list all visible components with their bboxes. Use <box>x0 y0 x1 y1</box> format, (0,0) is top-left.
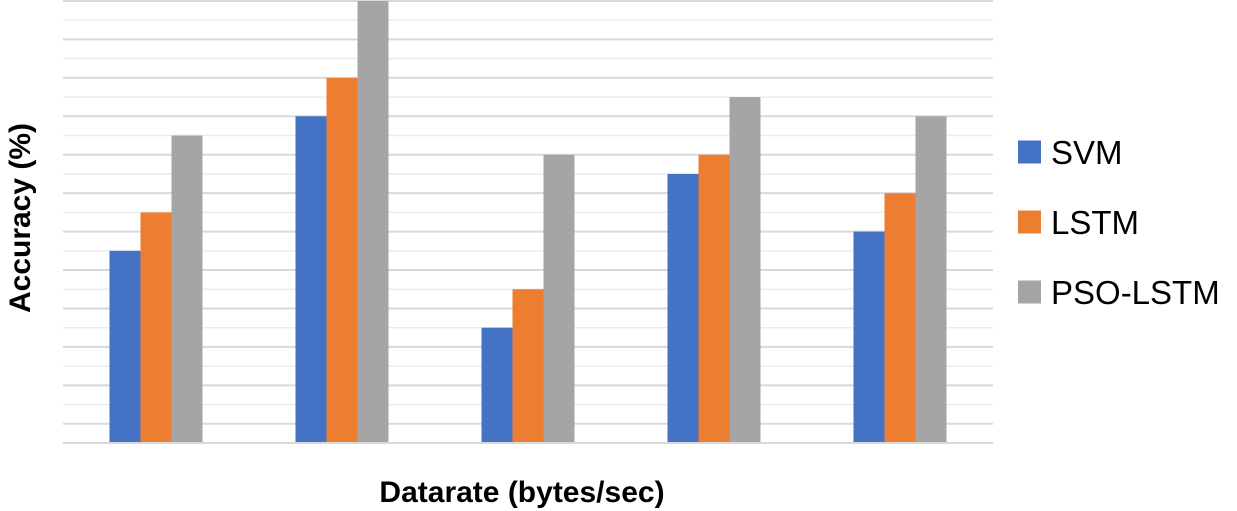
legend-swatch-svm <box>1018 140 1041 164</box>
bar-pso-lstm-1 <box>171 135 203 444</box>
bar-lstm-2 <box>326 77 358 443</box>
bar-svm-1 <box>109 250 141 443</box>
bar-svm-4 <box>667 173 699 443</box>
bar-pso-lstm-2 <box>357 1 389 443</box>
y-axis-label: Accuracy (%) <box>4 123 37 313</box>
legend-label-pso-lstm: PSO-LSTM <box>1051 274 1220 311</box>
bar-svm-2 <box>295 116 327 443</box>
bar-svm-5 <box>853 231 885 443</box>
legend-label-lstm: LSTM <box>1051 204 1139 241</box>
x-axis-label: Datarate (bytes/sec) <box>379 476 664 509</box>
gridlines <box>63 0 993 444</box>
bar-lstm-4 <box>698 154 730 443</box>
legend: SVM LSTM PSO-LSTM <box>1018 134 1220 311</box>
bar-lstm-5 <box>884 193 916 443</box>
bar-pso-lstm-3 <box>543 154 575 443</box>
bar-pso-lstm-5 <box>915 116 947 443</box>
legend-label-svm: SVM <box>1051 134 1123 171</box>
bar-svm-3 <box>481 327 513 443</box>
legend-swatch-lstm <box>1018 210 1041 234</box>
bars <box>109 1 947 444</box>
bar-pso-lstm-4 <box>729 97 761 443</box>
bar-lstm-1 <box>140 212 172 443</box>
bar-lstm-3 <box>512 289 544 443</box>
legend-swatch-pso-lstm <box>1018 280 1041 304</box>
